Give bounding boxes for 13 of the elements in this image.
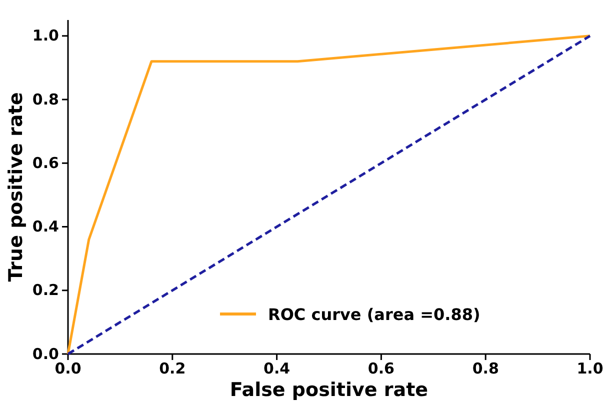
x-tick-label: 0.4 [264,360,290,378]
x-tick-label: 1.0 [576,360,604,378]
y-tick-label: 1.0 [32,26,59,45]
y-tick-label: 0.4 [32,218,59,236]
legend-label: ROC curve (area =0.88) [268,305,480,324]
y-axis-title: True positive rate [5,92,27,282]
y-tick-label: 0.2 [32,281,59,300]
y-tick-label: 0.8 [32,90,59,108]
y-tick-label: 0.6 [32,154,59,172]
x-tick-label: 0.8 [472,360,499,378]
x-tick-label: 0.2 [159,360,186,378]
x-tick-label: 0.6 [368,360,394,378]
x-axis-title: False positive rate [230,379,428,401]
